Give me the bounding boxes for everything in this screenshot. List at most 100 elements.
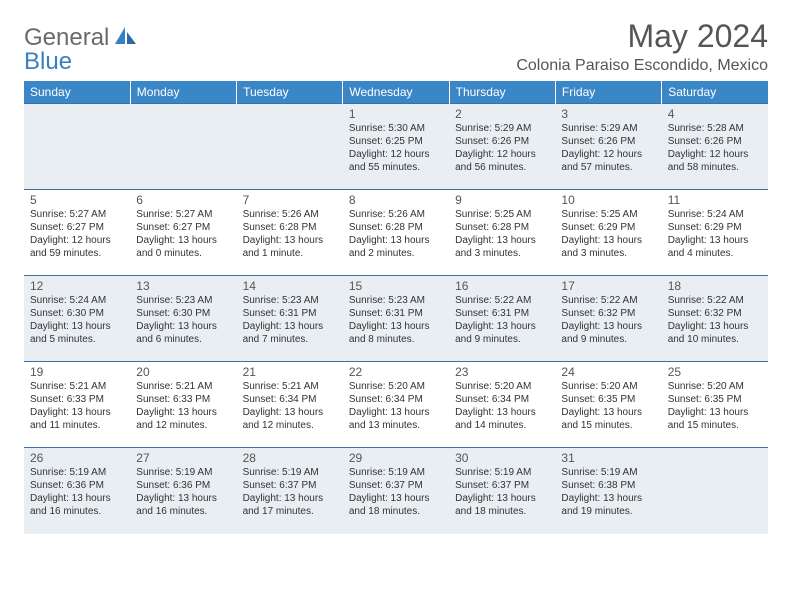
daylight-line: Daylight: 13 hours and 18 minutes. bbox=[349, 492, 443, 518]
calendar-day-cell: 24Sunrise: 5:20 AMSunset: 6:35 PMDayligh… bbox=[555, 362, 661, 448]
sunrise-line: Sunrise: 5:21 AM bbox=[136, 380, 230, 393]
sunset-line: Sunset: 6:35 PM bbox=[561, 393, 655, 406]
sunset-line: Sunset: 6:28 PM bbox=[349, 221, 443, 234]
calendar-day-cell: 26Sunrise: 5:19 AMSunset: 6:36 PMDayligh… bbox=[24, 448, 130, 534]
calendar-week-row: 19Sunrise: 5:21 AMSunset: 6:33 PMDayligh… bbox=[24, 362, 768, 448]
sunset-line: Sunset: 6:36 PM bbox=[136, 479, 230, 492]
calendar-day-cell bbox=[237, 104, 343, 190]
day-number: 7 bbox=[243, 193, 337, 207]
sunset-line: Sunset: 6:28 PM bbox=[243, 221, 337, 234]
daylight-line: Daylight: 13 hours and 18 minutes. bbox=[455, 492, 549, 518]
daylight-line: Daylight: 13 hours and 16 minutes. bbox=[30, 492, 124, 518]
sunrise-line: Sunrise: 5:19 AM bbox=[455, 466, 549, 479]
sunrise-line: Sunrise: 5:19 AM bbox=[30, 466, 124, 479]
sunrise-line: Sunrise: 5:26 AM bbox=[349, 208, 443, 221]
sunset-line: Sunset: 6:31 PM bbox=[243, 307, 337, 320]
day-number: 6 bbox=[136, 193, 230, 207]
calendar-week-row: 12Sunrise: 5:24 AMSunset: 6:30 PMDayligh… bbox=[24, 276, 768, 362]
daylight-line: Daylight: 12 hours and 58 minutes. bbox=[668, 148, 762, 174]
sunset-line: Sunset: 6:27 PM bbox=[136, 221, 230, 234]
calendar-header-row: SundayMondayTuesdayWednesdayThursdayFrid… bbox=[24, 81, 768, 104]
month-title: May 2024 bbox=[516, 18, 768, 55]
weekday-header: Thursday bbox=[449, 81, 555, 104]
sunset-line: Sunset: 6:32 PM bbox=[561, 307, 655, 320]
day-number: 2 bbox=[455, 107, 549, 121]
day-number: 28 bbox=[243, 451, 337, 465]
calendar-day-cell bbox=[130, 104, 236, 190]
daylight-line: Daylight: 13 hours and 14 minutes. bbox=[455, 406, 549, 432]
calendar-day-cell: 4Sunrise: 5:28 AMSunset: 6:26 PMDaylight… bbox=[662, 104, 768, 190]
calendar-day-cell: 19Sunrise: 5:21 AMSunset: 6:33 PMDayligh… bbox=[24, 362, 130, 448]
sunrise-line: Sunrise: 5:19 AM bbox=[561, 466, 655, 479]
day-number: 27 bbox=[136, 451, 230, 465]
sunset-line: Sunset: 6:29 PM bbox=[668, 221, 762, 234]
daylight-line: Daylight: 13 hours and 19 minutes. bbox=[561, 492, 655, 518]
calendar-day-cell: 15Sunrise: 5:23 AMSunset: 6:31 PMDayligh… bbox=[343, 276, 449, 362]
sunset-line: Sunset: 6:37 PM bbox=[455, 479, 549, 492]
daylight-line: Daylight: 13 hours and 9 minutes. bbox=[561, 320, 655, 346]
day-number: 30 bbox=[455, 451, 549, 465]
calendar-day-cell: 27Sunrise: 5:19 AMSunset: 6:36 PMDayligh… bbox=[130, 448, 236, 534]
calendar-day-cell: 18Sunrise: 5:22 AMSunset: 6:32 PMDayligh… bbox=[662, 276, 768, 362]
sunset-line: Sunset: 6:37 PM bbox=[349, 479, 443, 492]
sunset-line: Sunset: 6:37 PM bbox=[243, 479, 337, 492]
sunrise-line: Sunrise: 5:26 AM bbox=[243, 208, 337, 221]
daylight-line: Daylight: 13 hours and 9 minutes. bbox=[455, 320, 549, 346]
daylight-line: Daylight: 13 hours and 17 minutes. bbox=[243, 492, 337, 518]
daylight-line: Daylight: 13 hours and 1 minute. bbox=[243, 234, 337, 260]
day-number: 19 bbox=[30, 365, 124, 379]
day-number: 21 bbox=[243, 365, 337, 379]
sunrise-line: Sunrise: 5:21 AM bbox=[30, 380, 124, 393]
sunrise-line: Sunrise: 5:20 AM bbox=[349, 380, 443, 393]
daylight-line: Daylight: 13 hours and 3 minutes. bbox=[455, 234, 549, 260]
title-block: May 2024 Colonia Paraiso Escondido, Mexi… bbox=[516, 18, 768, 75]
weekday-header: Tuesday bbox=[237, 81, 343, 104]
day-number: 8 bbox=[349, 193, 443, 207]
day-number: 20 bbox=[136, 365, 230, 379]
sunrise-line: Sunrise: 5:20 AM bbox=[561, 380, 655, 393]
daylight-line: Daylight: 12 hours and 57 minutes. bbox=[561, 148, 655, 174]
sunrise-line: Sunrise: 5:22 AM bbox=[668, 294, 762, 307]
sunrise-line: Sunrise: 5:30 AM bbox=[349, 122, 443, 135]
daylight-line: Daylight: 13 hours and 3 minutes. bbox=[561, 234, 655, 260]
header: General May 2024 Colonia Paraiso Escondi… bbox=[24, 18, 768, 75]
day-number: 17 bbox=[561, 279, 655, 293]
sunset-line: Sunset: 6:34 PM bbox=[455, 393, 549, 406]
day-number: 5 bbox=[30, 193, 124, 207]
calendar-day-cell: 29Sunrise: 5:19 AMSunset: 6:37 PMDayligh… bbox=[343, 448, 449, 534]
daylight-line: Daylight: 13 hours and 15 minutes. bbox=[668, 406, 762, 432]
weekday-header: Wednesday bbox=[343, 81, 449, 104]
day-number: 13 bbox=[136, 279, 230, 293]
calendar-day-cell: 21Sunrise: 5:21 AMSunset: 6:34 PMDayligh… bbox=[237, 362, 343, 448]
weekday-header: Friday bbox=[555, 81, 661, 104]
logo-text-blue: Blue bbox=[24, 48, 72, 76]
sunrise-line: Sunrise: 5:19 AM bbox=[243, 466, 337, 479]
calendar-day-cell bbox=[662, 448, 768, 534]
sunset-line: Sunset: 6:34 PM bbox=[349, 393, 443, 406]
sunset-line: Sunset: 6:28 PM bbox=[455, 221, 549, 234]
sunset-line: Sunset: 6:32 PM bbox=[668, 307, 762, 320]
daylight-line: Daylight: 12 hours and 55 minutes. bbox=[349, 148, 443, 174]
day-number: 15 bbox=[349, 279, 443, 293]
sunset-line: Sunset: 6:25 PM bbox=[349, 135, 443, 148]
day-number: 31 bbox=[561, 451, 655, 465]
calendar-day-cell: 16Sunrise: 5:22 AMSunset: 6:31 PMDayligh… bbox=[449, 276, 555, 362]
day-number: 14 bbox=[243, 279, 337, 293]
calendar-day-cell: 7Sunrise: 5:26 AMSunset: 6:28 PMDaylight… bbox=[237, 190, 343, 276]
calendar-day-cell: 20Sunrise: 5:21 AMSunset: 6:33 PMDayligh… bbox=[130, 362, 236, 448]
logo-sail-icon bbox=[115, 27, 137, 50]
sunset-line: Sunset: 6:30 PM bbox=[30, 307, 124, 320]
sunrise-line: Sunrise: 5:19 AM bbox=[349, 466, 443, 479]
calendar-day-cell: 9Sunrise: 5:25 AMSunset: 6:28 PMDaylight… bbox=[449, 190, 555, 276]
day-number: 16 bbox=[455, 279, 549, 293]
sunset-line: Sunset: 6:35 PM bbox=[668, 393, 762, 406]
daylight-line: Daylight: 13 hours and 11 minutes. bbox=[30, 406, 124, 432]
sunrise-line: Sunrise: 5:19 AM bbox=[136, 466, 230, 479]
sunrise-line: Sunrise: 5:29 AM bbox=[455, 122, 549, 135]
calendar-day-cell: 5Sunrise: 5:27 AMSunset: 6:27 PMDaylight… bbox=[24, 190, 130, 276]
day-number: 1 bbox=[349, 107, 443, 121]
sunrise-line: Sunrise: 5:20 AM bbox=[668, 380, 762, 393]
daylight-line: Daylight: 13 hours and 5 minutes. bbox=[30, 320, 124, 346]
sunrise-line: Sunrise: 5:22 AM bbox=[455, 294, 549, 307]
calendar-week-row: 1Sunrise: 5:30 AMSunset: 6:25 PMDaylight… bbox=[24, 104, 768, 190]
